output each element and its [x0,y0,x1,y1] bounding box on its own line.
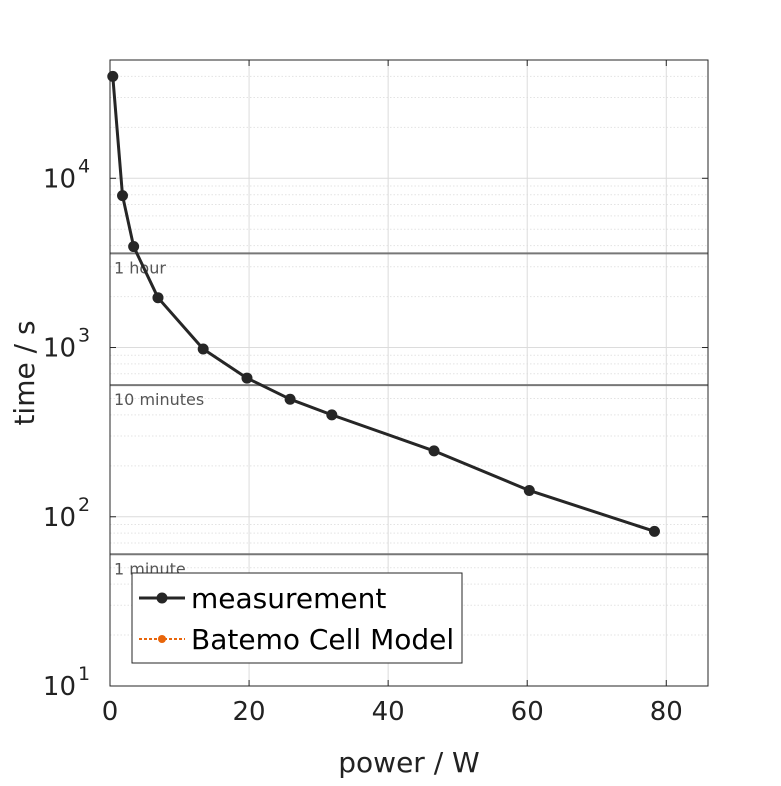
x-tick-label: 20 [233,697,266,727]
y-tick-label: 10 2 [43,494,90,533]
reference-line-label: 10 minutes [114,390,204,409]
data-point [128,241,140,253]
x-tick-label: 60 [511,697,544,727]
x-axis-title: power / W [338,746,479,779]
y-tick-label-exponent: 3 [78,325,90,347]
legend-box [131,572,463,664]
axes-box [109,59,709,687]
x-tick-label: 40 [372,697,405,727]
data-point [152,292,164,304]
y-axis-title: time / s [8,320,41,425]
legend-label-measurement: measurement [191,582,386,615]
y-tick-label-base: 10 [43,334,76,364]
y-tick-label: 10 4 [43,155,90,194]
y-tick-label-base: 10 [43,503,76,533]
y-tick-label-base: 10 [43,672,76,702]
data-point [197,343,209,355]
legend-label-model: Batemo Cell Model [191,623,454,656]
data-point [648,525,660,537]
legend-model-marker [158,635,166,643]
x-tick-label: 80 [650,697,683,727]
data-point [523,484,535,496]
y-tick-label-exponent: 2 [78,494,90,516]
data-point [117,190,129,202]
reference-line-label: 1 hour [114,258,166,277]
y-tick-label: 10 3 [43,325,90,364]
data-point [326,409,338,421]
legend: measurement Batemo Cell Model [131,572,463,664]
y-tick-label: 10 1 [43,663,90,702]
y-tick-label-exponent: 4 [78,155,90,177]
y-tick-label-exponent: 1 [78,663,90,685]
data-point [428,445,440,457]
data-point [284,393,296,405]
legend-measurement-marker [156,592,168,604]
tick-marks [109,60,708,687]
x-tick-label: 0 [102,697,119,727]
y-tick-label-base: 10 [43,164,76,194]
data-point [107,70,119,82]
data-point [241,372,253,384]
